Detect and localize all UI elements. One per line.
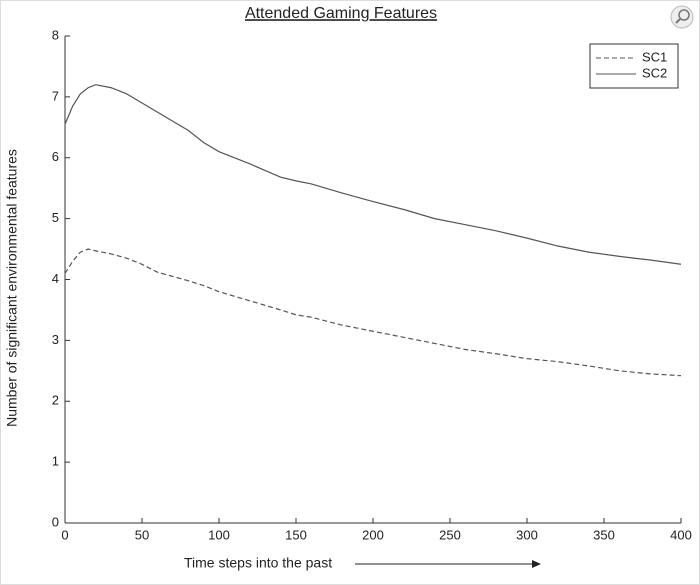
x-tick-label: 200 <box>362 527 384 542</box>
x-tick-label: 100 <box>208 527 230 542</box>
zoom-icon[interactable] <box>670 5 694 29</box>
y-axis-label: Number of significant environmental feat… <box>4 149 20 427</box>
x-tick-label: 300 <box>516 527 538 542</box>
y-tick-label: 0 <box>52 514 59 529</box>
legend-label: SC1 <box>642 49 667 64</box>
y-tick-label: 8 <box>52 27 59 42</box>
x-tick-label: 0 <box>61 527 68 542</box>
y-tick-label: 5 <box>52 210 59 225</box>
y-tick-label: 4 <box>52 271 59 286</box>
x-axis-label: Time steps into the past <box>184 555 332 571</box>
y-tick-label: 7 <box>52 88 59 103</box>
y-tick-label: 2 <box>52 393 59 408</box>
x-tick-label: 350 <box>593 527 615 542</box>
legend-box <box>589 43 679 89</box>
y-tick-label: 3 <box>52 332 59 347</box>
x-tick-label: 50 <box>135 527 149 542</box>
y-tick-label: 1 <box>52 454 59 469</box>
x-tick-label: 400 <box>670 527 692 542</box>
x-tick-label: 250 <box>439 527 461 542</box>
y-tick-label: 6 <box>52 149 59 164</box>
chart-title: Attended Gaming Features <box>245 5 437 22</box>
x-tick-label: 150 <box>285 527 307 542</box>
legend-label: SC2 <box>642 65 667 80</box>
series-line <box>64 84 682 265</box>
series-line <box>64 248 682 377</box>
x-label-arrow <box>355 560 541 568</box>
